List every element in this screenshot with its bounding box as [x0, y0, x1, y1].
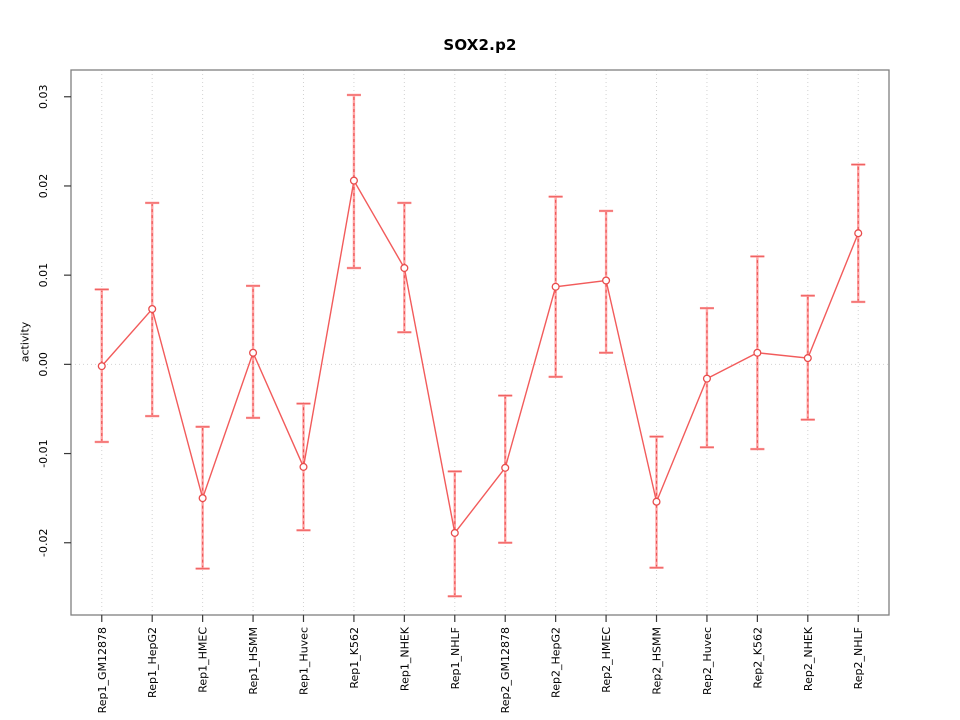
data-point-marker — [854, 229, 863, 238]
x-tick-label: Rep2_NHLF — [852, 627, 865, 689]
y-tick-label: 0.00 — [37, 352, 50, 377]
data-point-marker — [803, 354, 812, 363]
x-tick-label: Rep1_NHLF — [449, 627, 462, 689]
data-point-marker — [349, 176, 358, 185]
x-tick-label: Rep2_GM12878 — [499, 627, 512, 713]
x-tick-label: Rep1_K562 — [348, 627, 361, 689]
data-point-marker — [702, 374, 711, 383]
data-point-marker — [400, 263, 409, 273]
x-tick-label: Rep2_HSMM — [651, 627, 664, 695]
data-point-marker — [551, 282, 560, 291]
y-tick-label: 0.01 — [37, 263, 50, 288]
data-point-marker — [249, 348, 258, 357]
y-tick-label: 0.02 — [37, 174, 50, 199]
y-tick-label: 0.03 — [37, 85, 50, 110]
series-line — [101, 178, 859, 535]
x-tick-label: Rep2_HepG2 — [550, 627, 563, 698]
data-point-marker — [450, 528, 459, 537]
data-point-marker — [148, 305, 157, 314]
y-tick-label: -0.02 — [37, 529, 50, 557]
x-tick-label: Rep1_NHEK — [398, 626, 411, 691]
x-tick-label: Rep2_HMEC — [600, 627, 613, 693]
data-point-marker — [299, 462, 308, 471]
x-tick-label: Rep2_Huvec — [701, 627, 714, 695]
x-tick-label: Rep1_Huvec — [297, 627, 310, 695]
x-tick-label: Rep2_NHEK — [802, 626, 815, 691]
x-tick-label: Rep1_HMEC — [197, 627, 210, 693]
data-point-marker — [501, 463, 510, 472]
x-tick-label: Rep2_K562 — [751, 627, 764, 689]
chart-title: SOX2.p2 — [443, 36, 517, 54]
data-point-marker — [198, 494, 207, 503]
y-tick-label: -0.01 — [37, 439, 50, 467]
data-point-marker — [97, 362, 106, 371]
x-tick-label: Rep1_HSMM — [247, 627, 260, 695]
plot-border — [70, 69, 890, 616]
data-point-marker — [753, 348, 762, 357]
data-point-marker — [652, 497, 661, 506]
x-tick-label: Rep1_GM12878 — [96, 627, 109, 713]
x-tick-label: Rep1_HepG2 — [146, 627, 159, 698]
data-point-marker — [602, 276, 611, 285]
